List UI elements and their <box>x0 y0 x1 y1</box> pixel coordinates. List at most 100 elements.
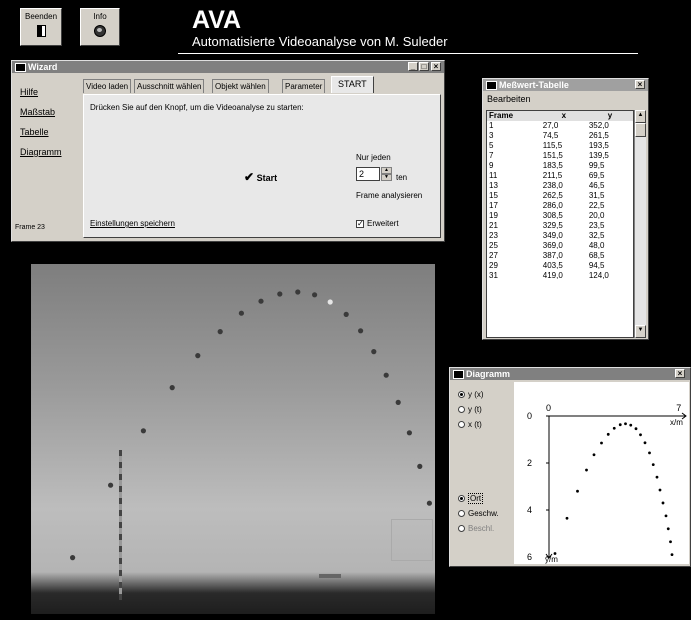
wall-panel <box>391 519 433 561</box>
data-point <box>670 553 674 557</box>
table-menu[interactable]: Bearbeiten <box>487 94 531 104</box>
tab-objekt[interactable]: Objekt wählen <box>212 79 269 93</box>
minimize-icon[interactable]: _ <box>408 62 418 71</box>
radio-ort-label: Ort <box>468 493 484 504</box>
table-row[interactable]: 19 308,5 20,0 <box>487 211 633 221</box>
table-row[interactable]: 5 115,5 193,5 <box>487 141 633 151</box>
table-row[interactable]: 21 329,5 23,5 <box>487 221 633 231</box>
column-header-x[interactable]: x <box>561 111 567 120</box>
sidebar-link-help[interactable]: Hilfe <box>20 87 39 97</box>
spin-up-icon[interactable]: ▲ <box>381 167 392 174</box>
table-row[interactable]: 7 151,5 139,5 <box>487 151 633 161</box>
data-point <box>661 501 665 505</box>
table-row[interactable]: 27 387,0 68,5 <box>487 251 633 261</box>
video-frame[interactable] <box>31 264 435 614</box>
tab-video-laden[interactable]: Video laden <box>83 79 132 93</box>
cell-x: 115,5 <box>542 141 563 150</box>
table-row[interactable]: 13 238,0 46,5 <box>487 181 633 191</box>
data-point <box>664 514 668 518</box>
radio-ort[interactable]: Ort <box>458 493 499 504</box>
cell-y: 32,5 <box>588 231 605 240</box>
tab-start[interactable]: START <box>331 76 374 93</box>
erweitert-checkbox[interactable]: ✓ Erweitert <box>356 219 399 228</box>
ball-marker <box>140 428 146 434</box>
table-row[interactable]: 11 211,5 69,5 <box>487 171 633 181</box>
table-row[interactable]: 3 74,5 261,5 <box>487 131 633 141</box>
ball-track <box>70 289 432 561</box>
ball-marker <box>343 311 349 317</box>
scroll-up-icon[interactable]: ▲ <box>635 110 646 123</box>
maximize-icon[interactable]: □ <box>419 62 429 71</box>
cell-frame: 9 <box>489 161 494 170</box>
data-point <box>624 422 627 426</box>
step-field[interactable]: 2 <box>356 167 380 181</box>
table-row[interactable]: 1 27,0 352,0 <box>487 121 633 131</box>
radio-icon[interactable] <box>458 391 465 399</box>
cell-x: 27,0 <box>542 121 559 130</box>
table-row[interactable]: 15 262,5 31,5 <box>487 191 633 201</box>
frame-analysieren-label: Frame analysieren <box>356 191 423 200</box>
app-title: AVA <box>192 6 242 34</box>
radio-icon[interactable] <box>458 525 465 533</box>
close-icon[interactable]: × <box>675 369 685 378</box>
sidebar-link-diagram[interactable]: Diagramm <box>20 147 62 157</box>
close-icon[interactable]: × <box>635 80 645 89</box>
quit-button[interactable]: Beenden <box>20 8 62 46</box>
data-point <box>618 423 622 427</box>
table-row[interactable]: 9 183,5 99,5 <box>487 161 633 171</box>
cell-y: 23,5 <box>588 221 605 230</box>
table-row[interactable]: 23 349,0 32,5 <box>487 231 633 241</box>
save-settings-link[interactable]: Einstellungen speichern <box>90 219 175 228</box>
table-titlebar[interactable]: Meßwert-Tabelle × <box>483 79 648 91</box>
tab-ausschnitt[interactable]: Ausschnitt wählen <box>134 79 205 93</box>
quantity-options: Ort Geschw. Beschl. <box>458 493 499 533</box>
radio-yt[interactable]: y (t) <box>458 405 484 414</box>
scroll-down-icon[interactable]: ▼ <box>635 325 646 338</box>
cell-frame: 7 <box>489 151 494 160</box>
step-spinner[interactable]: ▲ ▼ <box>381 167 392 181</box>
quit-label: Beenden <box>24 12 58 21</box>
x-tick-label: 0 <box>546 403 551 413</box>
wizard-titlebar[interactable]: Wizard _ □ × <box>12 61 444 73</box>
radio-xt[interactable]: x (t) <box>458 420 484 429</box>
radio-icon[interactable] <box>458 495 465 503</box>
ball-marker <box>327 299 333 305</box>
start-button[interactable]: ✔ Start <box>244 170 277 184</box>
diagram-titlebar[interactable]: Diagramm × <box>450 368 690 380</box>
close-icon[interactable]: × <box>431 62 441 71</box>
sidebar-link-table[interactable]: Tabelle <box>20 127 49 137</box>
plot-type-options: y (x) y (t) x (t) <box>458 390 484 429</box>
ball-marker <box>426 500 432 506</box>
cell-frame: 13 <box>489 181 498 190</box>
y-tick-label: 0 <box>527 411 532 421</box>
radio-yx[interactable]: y (x) <box>458 390 484 399</box>
table-row[interactable]: 31 419,0 124,0 <box>487 271 633 281</box>
column-header-frame[interactable]: Frame <box>489 111 514 120</box>
info-button[interactable]: Info <box>80 8 120 46</box>
tab-panel: Drücken Sie auf den Knopf, um die Videoa… <box>83 94 441 238</box>
table-scrollbar[interactable]: ▲ ▼ <box>634 110 646 338</box>
ball-marker <box>277 291 283 297</box>
table-row[interactable]: 29 403,5 94,5 <box>487 261 633 271</box>
data-point <box>666 527 670 531</box>
radio-icon[interactable] <box>458 510 465 518</box>
checkbox-icon[interactable]: ✓ <box>356 218 364 228</box>
tab-parameter[interactable]: Parameter <box>282 79 326 93</box>
post-marker <box>119 450 122 600</box>
cell-y: 352,0 <box>588 121 609 130</box>
checkmark-icon: ✔ <box>244 170 255 184</box>
scroll-thumb[interactable] <box>635 123 646 137</box>
radio-icon[interactable] <box>458 406 465 414</box>
table-row[interactable]: 25 369,0 48,0 <box>487 241 633 251</box>
radio-geschw[interactable]: Geschw. <box>458 509 499 518</box>
wizard-sidebar: Hilfe Maßstab Tabelle Diagramm <box>20 87 80 157</box>
sidebar-link-scale[interactable]: Maßstab <box>20 107 56 117</box>
ball-marker <box>371 349 377 355</box>
spin-down-icon[interactable]: ▼ <box>381 174 392 181</box>
column-header-y[interactable]: y <box>607 111 613 120</box>
tab-strip: Video laden Ausschnitt wählen Objekt wäh… <box>83 76 443 95</box>
table-row[interactable]: 17 286,0 22,5 <box>487 201 633 211</box>
cell-x: 151,5 <box>542 151 563 160</box>
radio-beschl[interactable]: Beschl. <box>458 524 499 533</box>
radio-icon[interactable] <box>458 421 465 429</box>
